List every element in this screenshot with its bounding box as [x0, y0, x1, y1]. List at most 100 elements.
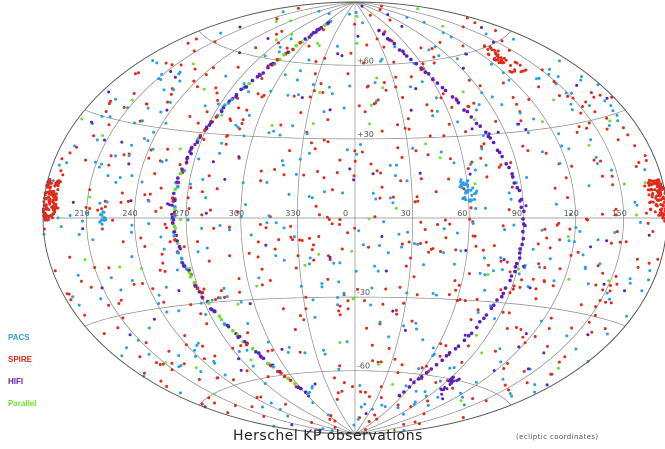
observation-dot: [294, 172, 298, 176]
observation-dot: [248, 302, 252, 306]
observation-dot: [490, 62, 494, 66]
observation-dot: [164, 361, 167, 365]
observation-dot: [48, 179, 51, 183]
observation-dot: [396, 403, 400, 407]
observation-dot: [157, 293, 161, 297]
observation-dot: [259, 169, 263, 173]
observation-dot: [557, 221, 561, 225]
observation-dot: [435, 81, 440, 85]
observation-dot: [570, 108, 574, 112]
observation-dot: [656, 257, 660, 261]
observation-dot: [119, 288, 123, 292]
observation-dot: [554, 82, 558, 86]
observation-dot: [164, 121, 168, 125]
observation-dot: [447, 293, 451, 297]
observation-dot: [333, 425, 337, 429]
observation-dot: [511, 175, 515, 179]
observation-dot: [405, 291, 409, 295]
observation-dot: [456, 100, 461, 105]
observation-dot: [652, 182, 656, 185]
observation-dot: [413, 400, 417, 404]
observation-dot: [526, 149, 530, 153]
observation-dot: [574, 347, 578, 351]
observation-dot: [542, 280, 546, 284]
observation-dot: [200, 226, 204, 230]
observation-dot: [432, 61, 436, 65]
observation-dot: [96, 208, 100, 212]
observation-dot: [388, 196, 392, 200]
observation-dot: [100, 222, 104, 226]
longitude-label: 300: [229, 209, 244, 218]
observation-dot: [545, 383, 549, 387]
observation-dot: [50, 216, 54, 220]
observation-dot: [438, 40, 442, 44]
observation-dot: [475, 325, 479, 330]
observation-dot: [341, 191, 345, 195]
observation-dot: [354, 269, 358, 273]
observation-dot: [467, 105, 471, 109]
observation-dot: [71, 200, 75, 204]
observation-dot: [237, 277, 241, 281]
observation-dot: [192, 49, 196, 53]
observation-dot: [260, 267, 264, 271]
observation-dot: [44, 212, 48, 216]
observation-dot: [603, 327, 607, 331]
observation-dot: [402, 324, 406, 328]
observation-dot: [241, 118, 245, 122]
observation-dot: [536, 242, 540, 246]
observation-dot: [512, 284, 516, 288]
observation-dot: [116, 326, 120, 330]
observation-dot: [517, 267, 521, 271]
observation-dot: [328, 255, 332, 259]
observation-dot: [521, 236, 526, 241]
observation-dot: [423, 390, 427, 394]
observation-dot: [425, 103, 429, 107]
observation-dot: [260, 283, 264, 287]
observation-dot: [459, 399, 463, 403]
observation-dot: [653, 210, 657, 214]
observation-dot: [158, 363, 162, 366]
observation-dot: [310, 141, 313, 145]
observation-dot: [311, 122, 315, 125]
observation-dot: [375, 37, 379, 41]
observation-dot: [468, 199, 471, 203]
observation-dot: [499, 259, 503, 263]
observation-dot: [349, 51, 353, 55]
observation-dot: [160, 252, 164, 256]
observation-dot: [589, 138, 593, 142]
observation-dot: [147, 199, 151, 203]
observation-dot: [590, 330, 594, 334]
observation-dot: [469, 206, 473, 210]
observation-dot: [395, 312, 399, 316]
legend-item-spire: SPIRE: [8, 355, 33, 364]
observation-dot: [280, 159, 284, 163]
longitude-label: 30: [401, 209, 411, 218]
observation-dot: [371, 359, 375, 363]
observation-dot: [377, 28, 381, 33]
observation-dot: [187, 207, 191, 211]
observation-dot: [214, 115, 219, 119]
observation-dot: [662, 200, 665, 204]
observation-dot: [323, 56, 327, 60]
observation-dot: [173, 226, 177, 230]
observation-dot: [287, 345, 291, 349]
observation-dot: [236, 302, 240, 306]
observation-dot: [621, 126, 625, 130]
observation-dot: [357, 229, 361, 233]
observation-dot: [569, 253, 573, 257]
observation-dot: [509, 161, 513, 165]
observation-dot: [491, 140, 496, 145]
observation-dot: [277, 50, 281, 54]
observation-dot: [368, 122, 372, 126]
observation-dot: [273, 247, 277, 251]
observation-dot: [162, 88, 166, 92]
observation-dot: [522, 209, 526, 214]
observation-dot: [159, 206, 163, 210]
observation-dot: [605, 127, 609, 131]
observation-dot: [322, 110, 326, 114]
observation-dot: [176, 176, 180, 180]
observation-dot: [130, 143, 133, 147]
observation-dot: [256, 92, 260, 96]
observation-dot: [67, 292, 71, 296]
observation-dot: [321, 91, 325, 94]
